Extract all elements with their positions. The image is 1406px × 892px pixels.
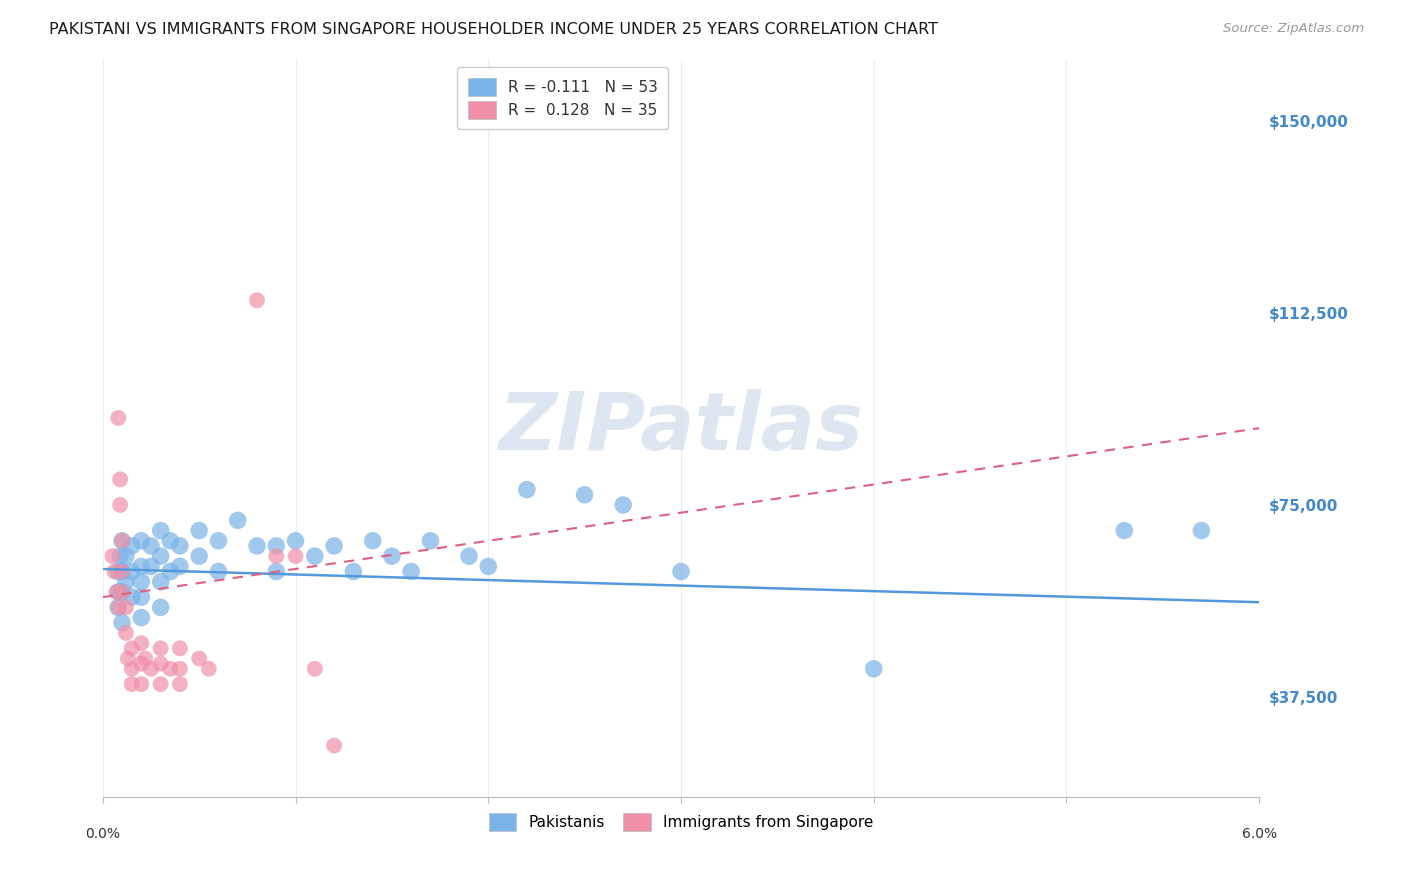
- Point: [139, 662, 162, 676]
- Point: [131, 657, 153, 671]
- Text: PAKISTANI VS IMMIGRANTS FROM SINGAPORE HOUSEHOLDER INCOME UNDER 25 YEARS CORRELA: PAKISTANI VS IMMIGRANTS FROM SINGAPORE H…: [49, 22, 938, 37]
- Point: [107, 411, 129, 425]
- Point: [134, 651, 156, 665]
- Point: [159, 565, 181, 579]
- Point: [342, 565, 364, 579]
- Point: [117, 651, 139, 665]
- Point: [107, 600, 129, 615]
- Point: [264, 549, 287, 564]
- Point: [419, 533, 441, 548]
- Point: [111, 565, 134, 579]
- Point: [169, 662, 191, 676]
- Point: [361, 533, 384, 548]
- Legend: Pakistanis, Immigrants from Singapore: Pakistanis, Immigrants from Singapore: [482, 807, 879, 837]
- Point: [115, 600, 138, 615]
- Point: [149, 549, 172, 564]
- Point: [188, 549, 211, 564]
- Point: [149, 600, 172, 615]
- Point: [323, 539, 346, 553]
- Point: [149, 677, 172, 691]
- Point: [121, 590, 143, 604]
- Point: [669, 565, 692, 579]
- Point: [477, 559, 499, 574]
- Point: [207, 533, 229, 548]
- Point: [149, 524, 172, 538]
- Point: [207, 565, 229, 579]
- Point: [121, 677, 143, 691]
- Point: [107, 565, 129, 579]
- Point: [246, 539, 269, 553]
- Point: [149, 574, 172, 589]
- Point: [169, 539, 191, 553]
- Point: [264, 539, 287, 553]
- Point: [131, 590, 153, 604]
- Point: [188, 524, 211, 538]
- Point: [107, 600, 129, 615]
- Point: [284, 533, 307, 548]
- Point: [516, 483, 538, 497]
- Point: [103, 565, 125, 579]
- Point: [862, 662, 884, 676]
- Text: ZIPatlas: ZIPatlas: [499, 389, 863, 467]
- Point: [149, 657, 172, 671]
- Point: [304, 549, 326, 564]
- Point: [1114, 524, 1136, 538]
- Point: [1189, 524, 1212, 538]
- Point: [111, 565, 134, 579]
- Point: [188, 651, 211, 665]
- Text: 6.0%: 6.0%: [1241, 827, 1277, 841]
- Point: [115, 626, 138, 640]
- Point: [264, 565, 287, 579]
- Point: [381, 549, 404, 564]
- Point: [121, 565, 143, 579]
- Point: [101, 549, 124, 564]
- Point: [111, 533, 134, 548]
- Point: [458, 549, 481, 564]
- Point: [111, 533, 134, 548]
- Point: [108, 472, 131, 486]
- Point: [107, 585, 129, 599]
- Point: [149, 641, 172, 656]
- Point: [111, 585, 134, 599]
- Point: [169, 677, 191, 691]
- Point: [131, 533, 153, 548]
- Text: 0.0%: 0.0%: [86, 827, 121, 841]
- Point: [115, 549, 138, 564]
- Point: [304, 662, 326, 676]
- Point: [131, 610, 153, 624]
- Point: [121, 641, 143, 656]
- Point: [111, 585, 134, 599]
- Point: [169, 559, 191, 574]
- Point: [246, 293, 269, 308]
- Point: [612, 498, 634, 512]
- Point: [226, 513, 249, 527]
- Point: [111, 615, 134, 630]
- Point: [105, 585, 128, 599]
- Point: [121, 662, 143, 676]
- Point: [131, 677, 153, 691]
- Point: [131, 574, 153, 589]
- Point: [108, 549, 131, 564]
- Point: [131, 559, 153, 574]
- Point: [115, 574, 138, 589]
- Point: [159, 662, 181, 676]
- Point: [108, 498, 131, 512]
- Point: [159, 533, 181, 548]
- Point: [131, 636, 153, 650]
- Point: [139, 539, 162, 553]
- Text: Source: ZipAtlas.com: Source: ZipAtlas.com: [1223, 22, 1364, 36]
- Point: [323, 739, 346, 753]
- Point: [284, 549, 307, 564]
- Point: [169, 641, 191, 656]
- Point: [121, 539, 143, 553]
- Point: [198, 662, 221, 676]
- Point: [574, 488, 596, 502]
- Point: [139, 559, 162, 574]
- Point: [399, 565, 422, 579]
